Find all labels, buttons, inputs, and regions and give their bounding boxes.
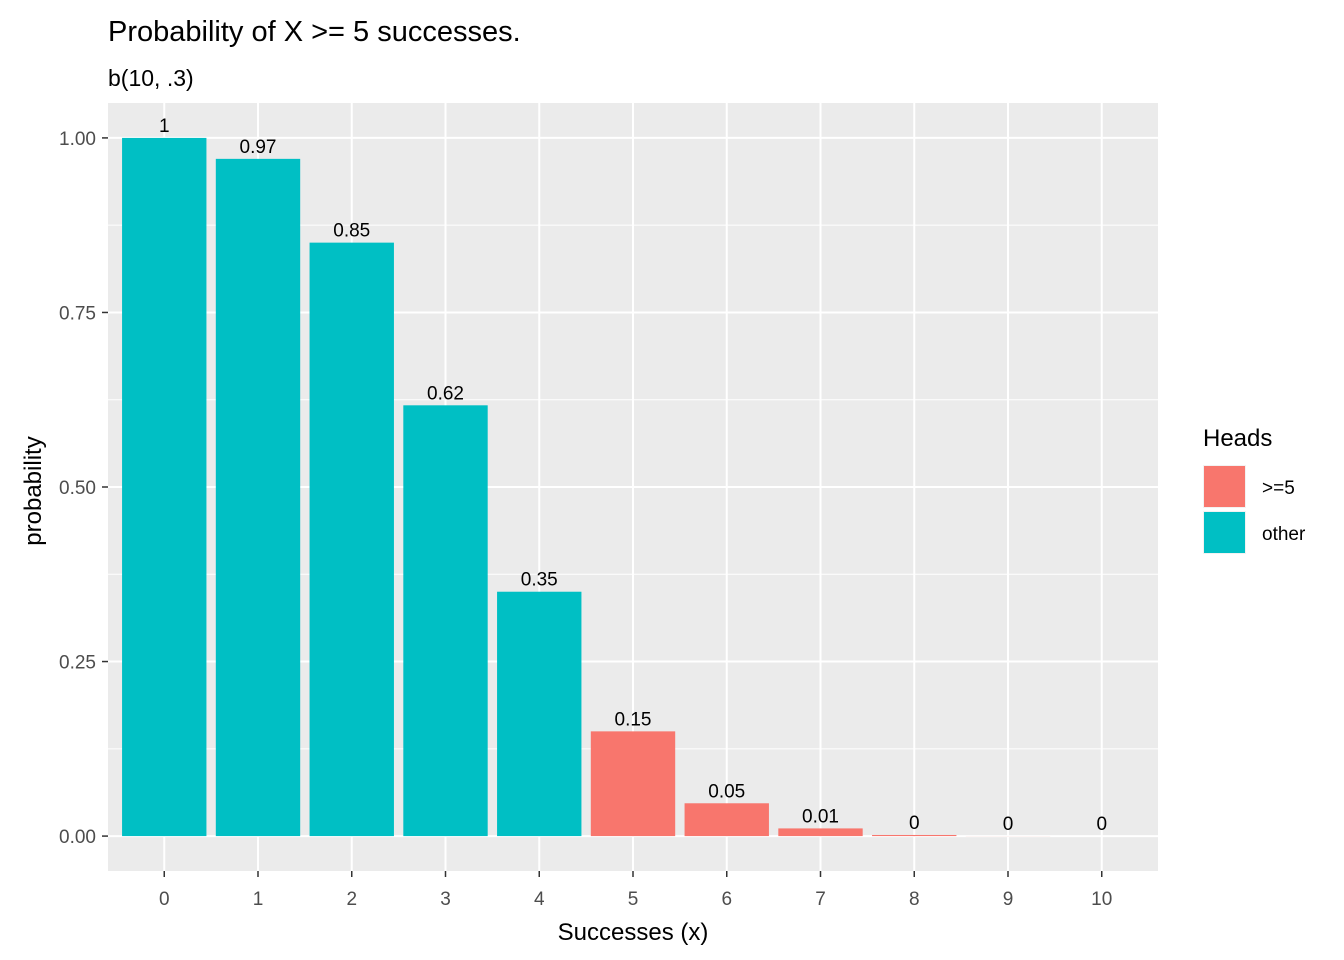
x-tick-label: 8 xyxy=(909,889,920,910)
bar-1 xyxy=(215,158,301,837)
x-axis: 0 1 2 3 4 5 6 7 8 9 10 xyxy=(159,871,1112,910)
x-tick-label: 2 xyxy=(346,889,357,910)
bar-8 xyxy=(872,834,957,837)
bar-5 xyxy=(590,731,676,837)
x-tick-label: 1 xyxy=(253,889,264,910)
bar-value-labels: 1 0.97 0.85 0.62 0.35 0.15 0.05 0.01 0 0 0 xyxy=(159,116,1107,835)
bar-label-3: 0.62 xyxy=(427,383,464,404)
x-tick-label: 3 xyxy=(440,889,451,910)
x-tick-label: 9 xyxy=(1003,889,1014,910)
chart-title: Probability of X >= 5 successes. xyxy=(108,16,521,48)
bar-4 xyxy=(497,591,582,837)
x-tick-label: 7 xyxy=(815,889,826,910)
y-tick-label: 0.00 xyxy=(59,827,96,848)
y-axis: 0.00 0.25 0.50 0.75 1.00 xyxy=(59,129,108,848)
bar-label-6: 0.05 xyxy=(708,781,745,802)
legend-label: other xyxy=(1262,524,1306,545)
y-tick-label: 0.75 xyxy=(59,303,96,324)
bar-label-9: 0 xyxy=(1003,814,1014,835)
bar-label-7: 0.01 xyxy=(802,806,839,827)
bar-label-0: 1 xyxy=(159,116,170,137)
bars xyxy=(122,137,1051,837)
bar-label-8: 0 xyxy=(909,813,920,834)
bar-7 xyxy=(778,828,863,837)
x-tick-label: 0 xyxy=(159,889,170,910)
legend-swatch xyxy=(1204,466,1245,507)
bar-label-10: 0 xyxy=(1096,814,1107,835)
bar-2 xyxy=(309,242,394,837)
bar-label-2: 0.85 xyxy=(333,221,370,242)
x-axis-title: Successes (x) xyxy=(558,919,709,946)
bar-label-4: 0.35 xyxy=(521,570,558,591)
legend-entries: >=5 other xyxy=(1203,465,1306,554)
legend-title: Heads xyxy=(1203,425,1272,452)
chart-subtitle: b(10, .3) xyxy=(108,65,194,91)
y-tick-label: 0.50 xyxy=(59,478,96,499)
legend-label: >=5 xyxy=(1262,478,1295,499)
y-axis-title: probability xyxy=(20,436,47,545)
legend: Heads >=5 other xyxy=(1203,425,1306,554)
legend-swatch xyxy=(1204,512,1245,553)
bar-label-1: 0.97 xyxy=(240,137,277,158)
y-tick-label: 0.25 xyxy=(59,653,96,674)
x-tick-label: 6 xyxy=(721,889,732,910)
x-tick-label: 10 xyxy=(1091,889,1112,910)
y-tick-label: 1.00 xyxy=(59,129,96,150)
bar-3 xyxy=(403,405,488,837)
bar-label-5: 0.15 xyxy=(615,709,652,730)
bar-6 xyxy=(684,803,769,837)
x-tick-label: 5 xyxy=(628,889,639,910)
x-tick-label: 4 xyxy=(534,889,545,910)
bar-0 xyxy=(122,137,207,837)
